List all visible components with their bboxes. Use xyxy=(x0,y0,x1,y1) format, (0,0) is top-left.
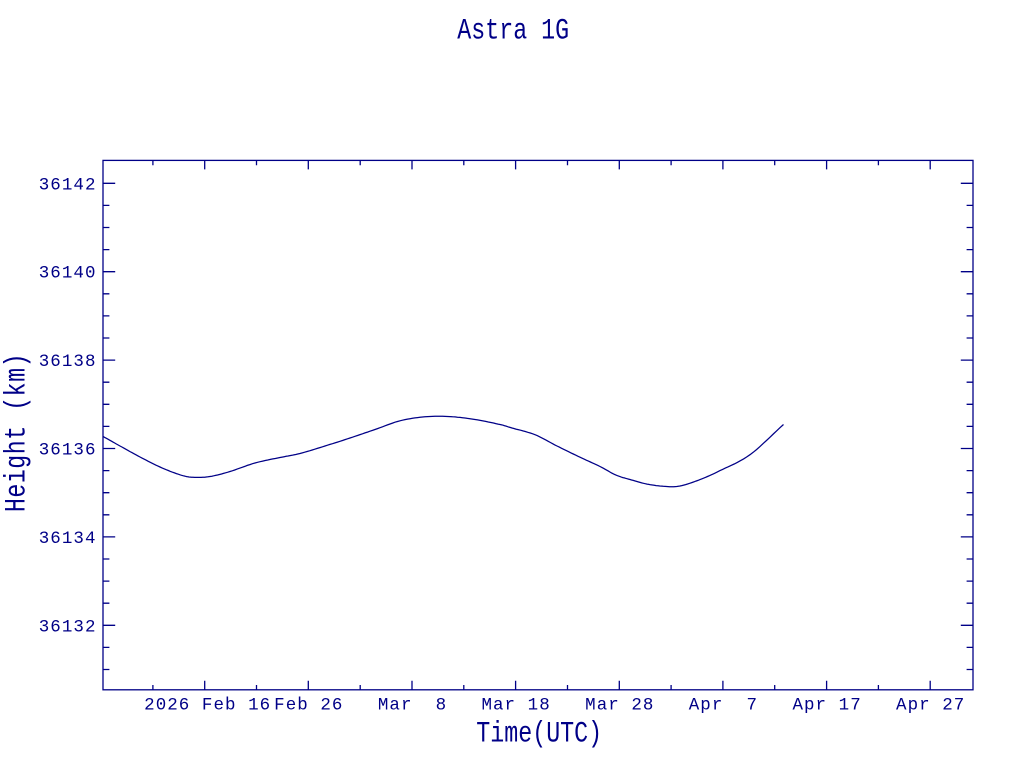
svg-text:Mar 8: Mar 8 xyxy=(378,696,447,716)
svg-text:Time(UTC): Time(UTC) xyxy=(476,718,602,751)
svg-text:36136: 36136 xyxy=(39,441,97,461)
svg-text:36140: 36140 xyxy=(39,264,97,284)
svg-text:Feb 26: Feb 26 xyxy=(274,696,343,716)
svg-text:36138: 36138 xyxy=(39,352,97,372)
svg-text:Apr 7: Apr 7 xyxy=(689,696,758,716)
svg-text:Mar 28: Mar 28 xyxy=(585,696,654,716)
svg-text:36132: 36132 xyxy=(39,617,97,637)
svg-text:Apr 17: Apr 17 xyxy=(792,696,861,716)
svg-text:2026 Feb 16: 2026 Feb 16 xyxy=(144,696,271,716)
svg-text:Height (km): Height (km) xyxy=(1,353,34,512)
svg-text:Mar 18: Mar 18 xyxy=(481,696,550,716)
svg-text:Apr 27: Apr 27 xyxy=(896,696,965,716)
svg-text:36142: 36142 xyxy=(39,175,97,195)
svg-text:Astra 1G: Astra 1G xyxy=(457,15,569,48)
svg-text:36134: 36134 xyxy=(39,529,97,549)
